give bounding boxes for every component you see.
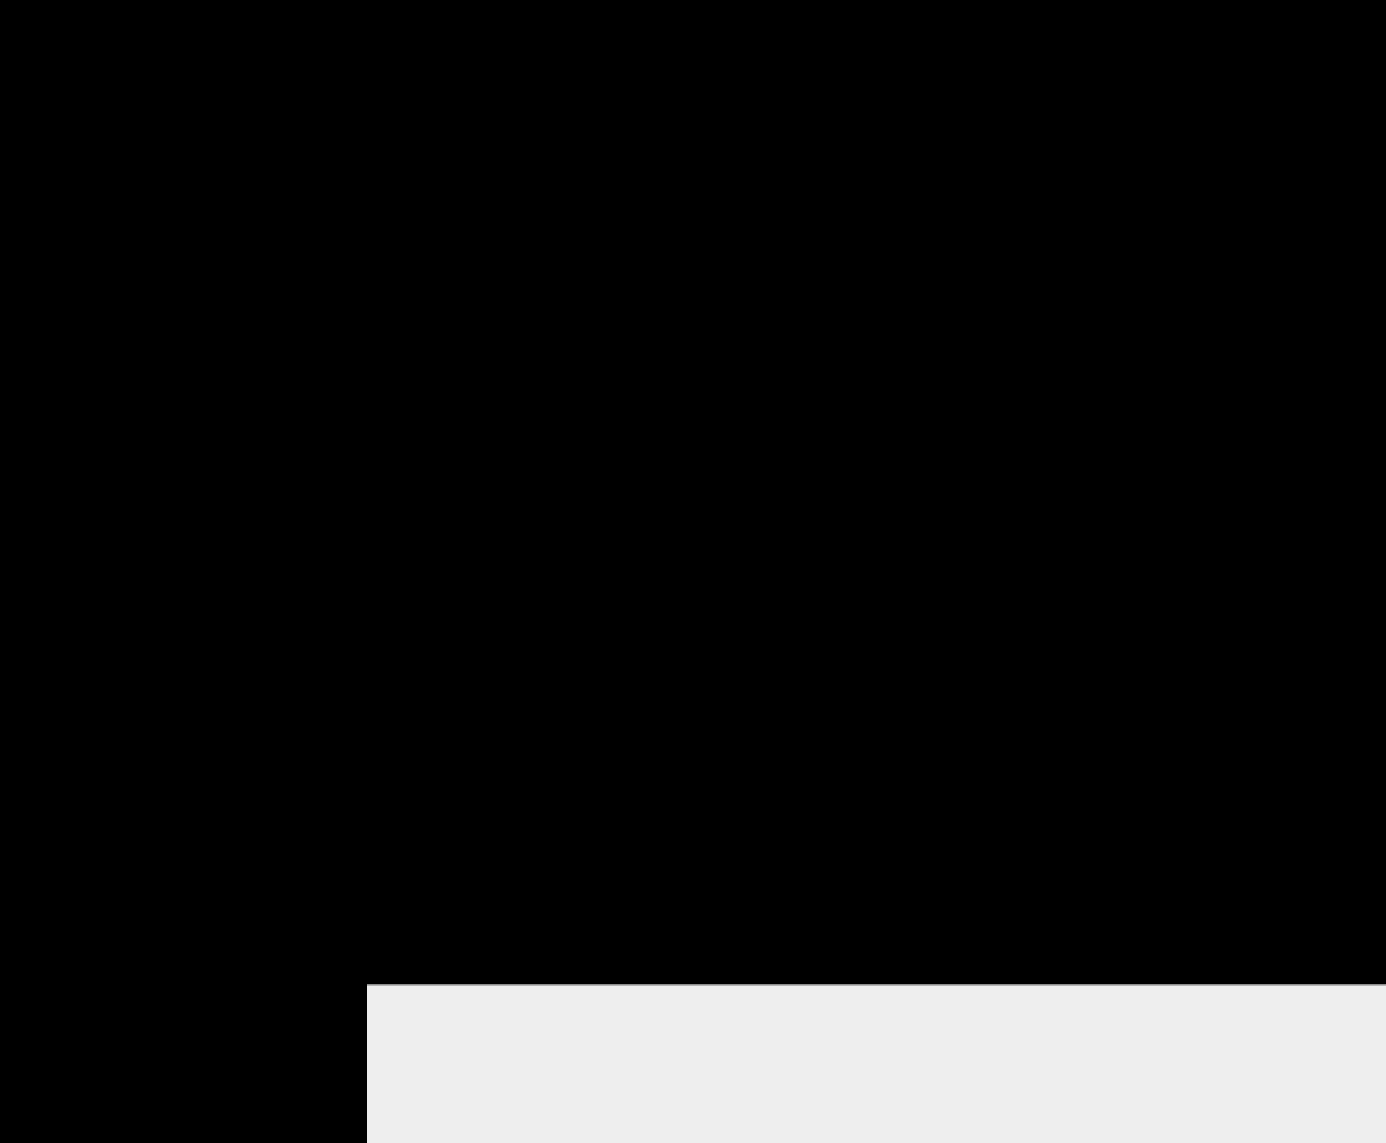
Text: as shown in Figure 3. Why is this resistor used?: as shown in Figure 3. Why is this resist… [423,922,715,933]
Text: Vi: Vi [847,354,857,365]
Text: +: + [624,330,632,341]
Text: −: − [624,357,632,367]
Text: +: + [888,346,897,357]
Text: differentiator: differentiator [453,577,545,590]
Text: configuration: configuration [423,534,503,546]
Text: Vo: Vo [1245,334,1256,343]
Bar [367,985,1386,1143]
Text: constructed from a basic inverting amplifier circuit by replacing the input resi: constructed from a basic inverting ampli… [423,628,1035,640]
Text: +: + [452,346,460,357]
Text: R: R [542,309,549,319]
Text: -Vcc: -Vcc [1131,375,1149,384]
Text: circuit performs the mathematical operation of differentiation, which means that: circuit performs the mathematical operat… [550,577,1035,590]
Text: Figure 1: Figure 1 [423,509,480,521]
Text: -Vcc: -Vcc [668,375,685,384]
Text: Vo: Vo [780,334,791,343]
Text: +: + [1088,330,1096,341]
Text: R: R [1127,230,1132,239]
Text: 5.   What is the input-output relationship for the practical integrator and diff: 5. What is the input-output relationship… [423,957,966,967]
Text: : An ideal differentiator circuit configuration: : An ideal differentiator circuit config… [895,509,1160,521]
Text: role of this resistor?: role of this resistor? [423,852,559,862]
Text: C: C [663,226,669,237]
Text: Preliminary Work: Preliminary Work [423,674,554,687]
Text: the perspective of the input signal.: the perspective of the input signal. [423,801,642,812]
Text: Vi: Vi [410,354,420,365]
Text: Vcc: Vcc [668,313,682,322]
Text: 3.   In a practical differentiator, a series resistor is used at the input as sh: 3. In a practical differentiator, a seri… [423,826,1001,837]
Text: (Figure 2) circuits?: (Figure 2) circuits? [423,751,553,761]
Text: : An ideal integrator circuit: : An ideal integrator circuit [492,509,656,521]
Text: 2.   What are the disadvantages of using the ideal integrator and differentiator: 2. What are the disadvantages of using t… [423,776,997,786]
Text: C: C [991,306,998,315]
Text: −: − [1088,357,1096,367]
Text: −: − [452,362,460,373]
Text: Figure 2: Figure 2 [826,509,881,521]
Text: The: The [423,577,449,590]
Text: Vcc: Vcc [1131,313,1146,322]
Text: the output waveform is the derivative of the input waveform. The differentiator : the output waveform is the derivative of… [423,602,981,615]
Text: C. The ideal integrator circuit is shown in Figure 2.: C. The ideal integrator circuit is shown… [423,653,729,665]
Text: −: − [888,362,897,373]
Text: 1.   Derive the voltage input-output equation for the ideal integrator (Figure 1: 1. Derive the voltage input-output equat… [423,726,972,736]
Text: 4.   In a practical integrator circuit, a resistor is used in parallel to the ca: 4. In a practical integrator circuit, a … [423,877,995,887]
